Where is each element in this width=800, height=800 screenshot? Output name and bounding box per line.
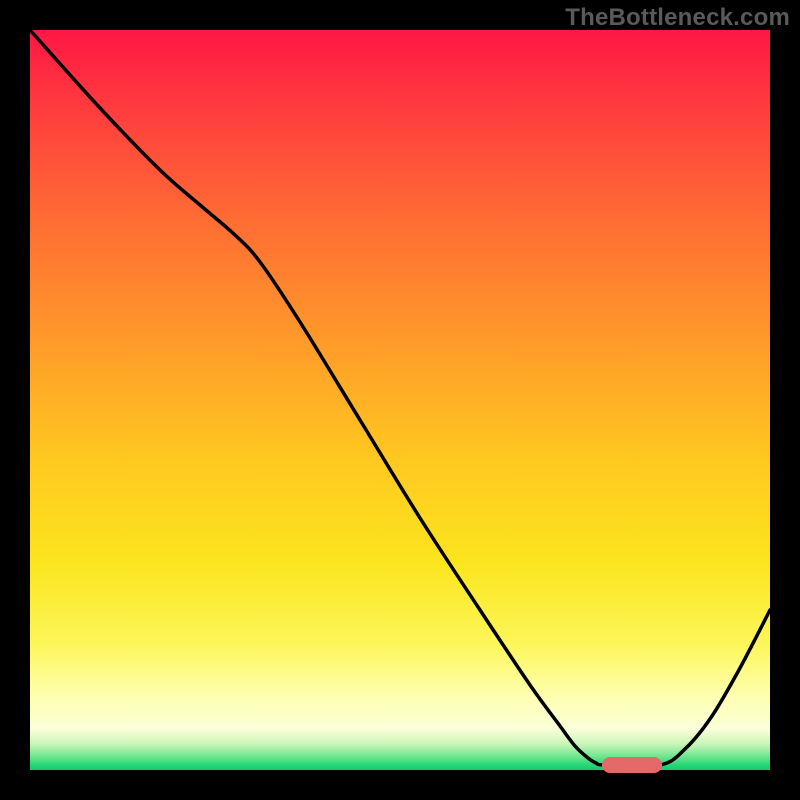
chart-container: TheBottleneck.com — [0, 0, 800, 800]
watermark-text: TheBottleneck.com — [565, 4, 790, 32]
bottleneck-chart — [0, 0, 800, 800]
plot-gradient-background — [30, 30, 770, 770]
optimum-marker — [602, 757, 662, 773]
